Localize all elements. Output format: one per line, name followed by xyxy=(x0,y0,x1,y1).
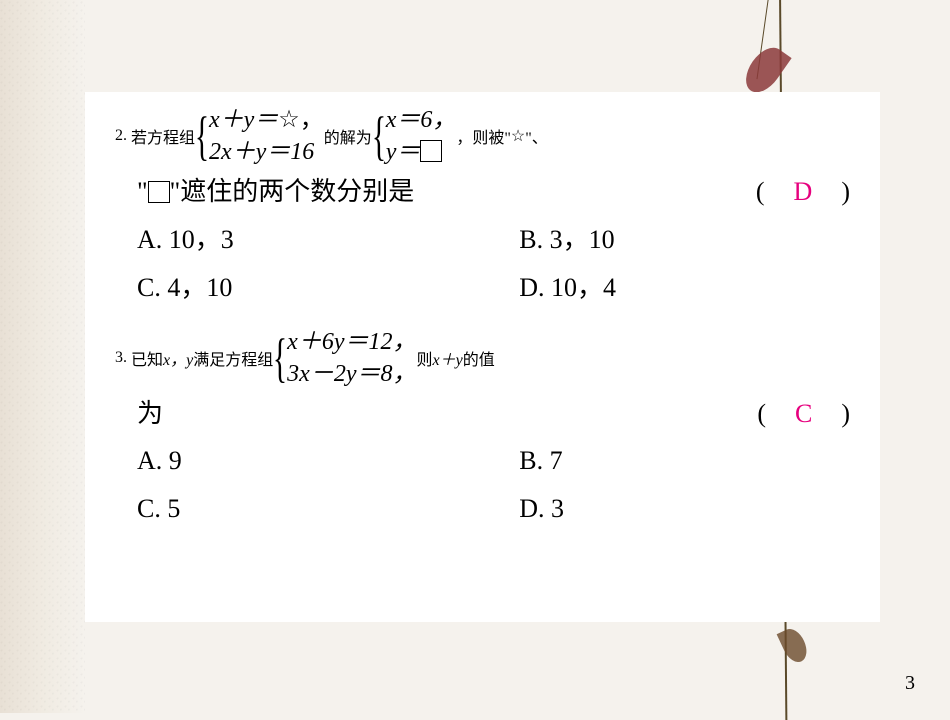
q3-line2: 为 ( C ) xyxy=(115,391,850,438)
q3-optC: C. 5 xyxy=(115,485,519,533)
q2-equation-system: { x＋y＝☆， 2x＋y＝16 xyxy=(195,104,324,169)
q2-text1: 若方程组 xyxy=(127,124,195,148)
q3-text2: 满足方程组 xyxy=(193,346,273,370)
q2-optD: D. 10，4 xyxy=(519,264,850,312)
q3-optA: A. 9 xyxy=(115,437,519,485)
q2-text2: 的解为 xyxy=(324,124,372,148)
q3-vars: x，y xyxy=(163,346,193,370)
q3-text4: 的值 xyxy=(463,346,495,370)
q3-options-row1: A. 9 B. 7 xyxy=(115,437,850,485)
content-box: 2. 若方程组 { x＋y＝☆， 2x＋y＝16 的解为 { x＝6， y＝ ，… xyxy=(85,92,880,622)
q3-answer-paren: ( C ) xyxy=(757,391,850,438)
q2-answer: D xyxy=(791,177,816,206)
q3-number: 3. xyxy=(115,349,127,367)
q2-optC: C. 4，10 xyxy=(115,264,519,312)
q2-optB: B. 3，10 xyxy=(519,216,850,264)
paper-texture-left xyxy=(0,0,85,713)
square-symbol xyxy=(420,140,442,162)
q2-line2: ""遮住的两个数分别是 ( D ) xyxy=(115,169,850,216)
square-symbol2 xyxy=(148,181,170,203)
q3-equation-system: { x＋6y＝12， 3x－2y＝8， xyxy=(273,326,416,391)
q3-options-row2: C. 5 D. 3 xyxy=(115,485,850,533)
q3-optD: D. 3 xyxy=(519,485,850,533)
q3-text3: 则 xyxy=(416,346,432,370)
q2-line1: 2. 若方程组 { x＋y＝☆， 2x＋y＝16 的解为 { x＝6， y＝ ，… xyxy=(115,104,850,169)
q2-number: 2. xyxy=(115,127,127,145)
q2-options-row2: C. 4，10 D. 10，4 xyxy=(115,264,850,312)
q2-options-row1: A. 10，3 B. 3，10 xyxy=(115,216,850,264)
q3-text1: 已知 xyxy=(127,346,163,370)
q3-answer: C xyxy=(792,399,815,428)
q3-optB: B. 7 xyxy=(519,437,850,485)
q3-text5: 为 xyxy=(115,391,163,438)
q3-line1: 3. 已知 x，y 满足方程组 { x＋6y＝12， 3x－2y＝8， 则 x＋… xyxy=(115,326,850,391)
page-number: 3 xyxy=(905,672,915,695)
q2-solution-system: { x＝6， y＝ xyxy=(372,104,457,169)
q2-optA: A. 10，3 xyxy=(115,216,519,264)
q3-expr: x＋y xyxy=(433,346,463,370)
q2-answer-paren: ( D ) xyxy=(756,169,850,216)
